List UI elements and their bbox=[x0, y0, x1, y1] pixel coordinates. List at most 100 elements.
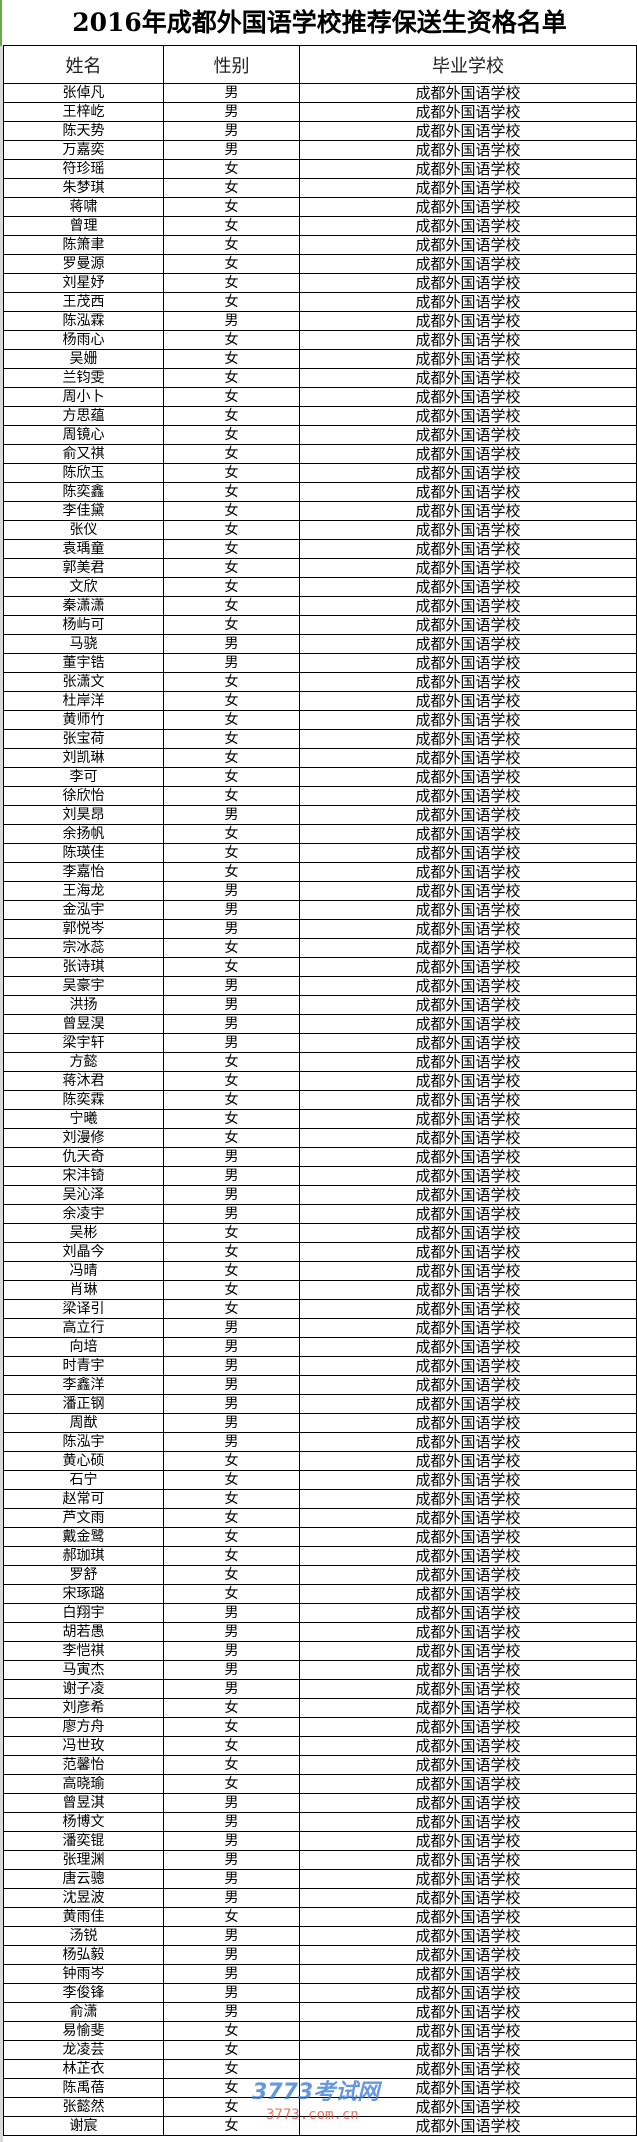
gender-cell: 女 bbox=[163, 444, 300, 464]
school-cell: 成都外国语学校 bbox=[299, 767, 637, 787]
school-cell: 成都外国语学校 bbox=[299, 482, 637, 502]
gender-cell: 男 bbox=[163, 1641, 300, 1661]
name-cell: 刘昊昂 bbox=[3, 805, 164, 825]
gender-cell: 女 bbox=[163, 387, 300, 407]
name-cell: 宋琢璐 bbox=[3, 1584, 164, 1604]
school-cell: 成都外国语学校 bbox=[299, 121, 637, 141]
gender-cell: 男 bbox=[163, 1679, 300, 1699]
name-cell: 唐云骢 bbox=[3, 1869, 164, 1889]
gender-cell: 女 bbox=[163, 1755, 300, 1775]
gender-cell: 男 bbox=[163, 102, 300, 122]
name-cell: 胡若愚 bbox=[3, 1622, 164, 1642]
school-cell: 成都外国语学校 bbox=[299, 1679, 637, 1699]
gender-cell: 女 bbox=[163, 197, 300, 217]
gender-cell: 男 bbox=[163, 1812, 300, 1832]
table-row: 白翔宇男成都外国语学校 bbox=[3, 1603, 637, 1623]
table-row: 黄心硕女成都外国语学校 bbox=[3, 1451, 637, 1471]
name-cell: 范馨怡 bbox=[3, 1755, 164, 1775]
gender-cell: 女 bbox=[163, 330, 300, 350]
school-cell: 成都外国语学校 bbox=[299, 1204, 637, 1224]
name-cell: 陈欣玉 bbox=[3, 463, 164, 483]
name-cell: 沈昱波 bbox=[3, 1888, 164, 1908]
school-cell: 成都外国语学校 bbox=[299, 1869, 637, 1889]
table-row: 张宝荷女成都外国语学校 bbox=[3, 729, 637, 749]
gender-cell: 男 bbox=[163, 1888, 300, 1908]
name-cell: 黄师竹 bbox=[3, 710, 164, 730]
name-cell: 张潇文 bbox=[3, 672, 164, 692]
gender-cell: 女 bbox=[163, 159, 300, 179]
school-cell: 成都外国语学校 bbox=[299, 1983, 637, 2003]
school-cell: 成都外国语学校 bbox=[299, 862, 637, 882]
left-gutter bbox=[0, 46, 3, 2142]
table-row: 潘奕锟男成都外国语学校 bbox=[3, 1831, 637, 1851]
school-cell: 成都外国语学校 bbox=[299, 1698, 637, 1718]
name-cell: 冯晴 bbox=[3, 1261, 164, 1281]
school-cell: 成都外国语学校 bbox=[299, 1546, 637, 1566]
school-cell: 成都外国语学校 bbox=[299, 1945, 637, 1965]
name-cell: 曾理 bbox=[3, 216, 164, 236]
table-row: 陈泓霖男成都外国语学校 bbox=[3, 311, 637, 331]
page-title: 2016年成都外国语学校推荐保送生资格名单 bbox=[3, 0, 636, 46]
name-cell: 王茂西 bbox=[3, 292, 164, 312]
school-cell: 成都外国语学校 bbox=[299, 691, 637, 711]
school-cell: 成都外国语学校 bbox=[299, 292, 637, 312]
gender-cell: 女 bbox=[163, 1736, 300, 1756]
table-row: 潘正钢男成都外国语学校 bbox=[3, 1394, 637, 1414]
name-cell: 张宝荷 bbox=[3, 729, 164, 749]
school-cell: 成都外国语学校 bbox=[299, 938, 637, 958]
school-cell: 成都外国语学校 bbox=[299, 710, 637, 730]
gender-cell: 男 bbox=[163, 2002, 300, 2022]
name-cell: 廖方舟 bbox=[3, 1717, 164, 1737]
name-cell: 符珍瑶 bbox=[3, 159, 164, 179]
gender-cell: 男 bbox=[163, 311, 300, 331]
table-row: 李俊锋男成都外国语学校 bbox=[3, 1983, 637, 2003]
table-row: 杨雨心女成都外国语学校 bbox=[3, 330, 637, 350]
table-row: 金泓宇男成都外国语学校 bbox=[3, 900, 637, 920]
gender-cell: 女 bbox=[163, 938, 300, 958]
school-cell: 成都外国语学校 bbox=[299, 1014, 637, 1034]
school-cell: 成都外国语学校 bbox=[299, 976, 637, 996]
school-cell: 成都外国语学校 bbox=[299, 235, 637, 255]
gender-cell: 女 bbox=[163, 1508, 300, 1528]
school-cell: 成都外国语学校 bbox=[299, 1584, 637, 1604]
gender-cell: 男 bbox=[163, 1926, 300, 1946]
gender-cell: 女 bbox=[163, 501, 300, 521]
school-cell: 成都外国语学校 bbox=[299, 2059, 637, 2079]
name-cell: 陈箫聿 bbox=[3, 235, 164, 255]
name-cell: 俞又祺 bbox=[3, 444, 164, 464]
gender-cell: 女 bbox=[163, 406, 300, 426]
table-row: 周猷男成都外国语学校 bbox=[3, 1413, 637, 1433]
table-row: 龙凌芸女成都外国语学校 bbox=[3, 2040, 637, 2060]
school-cell: 成都外国语学校 bbox=[299, 501, 637, 521]
gender-cell: 女 bbox=[163, 2021, 300, 2041]
school-cell: 成都外国语学校 bbox=[299, 653, 637, 673]
name-cell: 刘彦希 bbox=[3, 1698, 164, 1718]
table-row: 文欣女成都外国语学校 bbox=[3, 577, 637, 597]
table-row: 俞潇男成都外国语学校 bbox=[3, 2002, 637, 2022]
school-cell: 成都外国语学校 bbox=[299, 368, 637, 388]
school-cell: 成都外国语学校 bbox=[299, 1071, 637, 1091]
name-cell: 谢子凌 bbox=[3, 1679, 164, 1699]
name-cell: 谢宸 bbox=[3, 2116, 164, 2136]
name-cell: 周小卜 bbox=[3, 387, 164, 407]
name-cell: 蒋啸 bbox=[3, 197, 164, 217]
table-row: 刘晶今女成都外国语学校 bbox=[3, 1242, 637, 1262]
table-row: 马骁男成都外国语学校 bbox=[3, 634, 637, 654]
school-cell: 成都外国语学校 bbox=[299, 1109, 637, 1129]
school-cell: 成都外国语学校 bbox=[299, 577, 637, 597]
table-row: 石宁女成都外国语学校 bbox=[3, 1470, 637, 1490]
gender-cell: 女 bbox=[163, 539, 300, 559]
name-cell: 徐欣怡 bbox=[3, 786, 164, 806]
name-cell: 郭美君 bbox=[3, 558, 164, 578]
gender-cell: 女 bbox=[163, 1489, 300, 1509]
table-row: 胡若愚男成都外国语学校 bbox=[3, 1622, 637, 1642]
school-cell: 成都外国语学校 bbox=[299, 387, 637, 407]
gender-cell: 男 bbox=[163, 1375, 300, 1395]
name-cell: 吴豪宇 bbox=[3, 976, 164, 996]
school-cell: 成都外国语学校 bbox=[299, 1280, 637, 1300]
name-cell: 刘凯琳 bbox=[3, 748, 164, 768]
gender-cell: 男 bbox=[163, 1356, 300, 1376]
table-row: 时青宇男成都外国语学校 bbox=[3, 1356, 637, 1376]
school-cell: 成都外国语学校 bbox=[299, 1299, 637, 1319]
name-cell: 兰钧雯 bbox=[3, 368, 164, 388]
